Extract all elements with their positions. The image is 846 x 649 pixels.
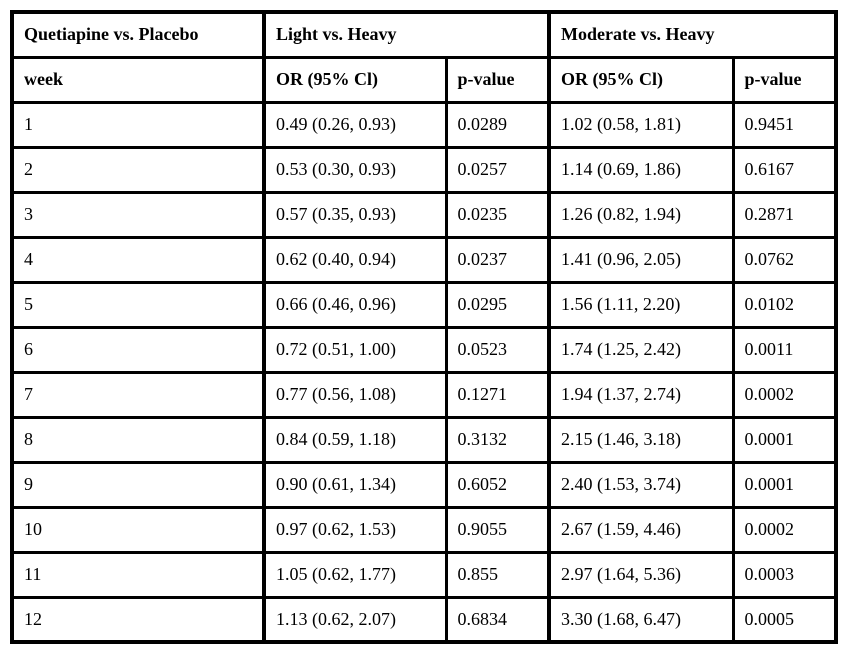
week-cell: 1 xyxy=(10,100,266,149)
table-row: 8 0.84 (0.59, 1.18) 0.3132 2.15 (1.46, 3… xyxy=(10,415,838,464)
week-cell: 8 xyxy=(10,415,266,464)
column-header-row: week OR (95% Cl) p-value OR (95% Cl) p-v… xyxy=(10,55,838,104)
table-row: 2 0.53 (0.30, 0.93) 0.0257 1.14 (0.69, 1… xyxy=(10,145,838,194)
light-or-cell: 1.13 (0.62, 2.07) xyxy=(262,595,448,644)
week-cell: 11 xyxy=(10,550,266,599)
moderate-pvalue-cell: 0.0001 xyxy=(731,415,838,464)
week-cell: 5 xyxy=(10,280,266,329)
table-row: 9 0.90 (0.61, 1.34) 0.6052 2.40 (1.53, 3… xyxy=(10,460,838,509)
moderate-or-cell: 1.74 (1.25, 2.42) xyxy=(547,325,735,374)
week-cell: 12 xyxy=(10,595,266,644)
week-cell: 3 xyxy=(10,190,266,239)
light-or-cell: 0.72 (0.51, 1.00) xyxy=(262,325,448,374)
moderate-or-cell: 2.67 (1.59, 4.46) xyxy=(547,505,735,554)
week-cell: 6 xyxy=(10,325,266,374)
group-header-light-vs-heavy: Light vs. Heavy xyxy=(261,10,551,59)
column-header-moderate-pvalue: p-value xyxy=(731,55,838,104)
light-pvalue-cell: 0.0289 xyxy=(444,100,551,149)
week-cell: 7 xyxy=(10,370,266,419)
light-pvalue-cell: 0.3132 xyxy=(444,415,551,464)
column-header-light-pvalue: p-value xyxy=(444,55,551,104)
moderate-pvalue-cell: 0.6167 xyxy=(731,145,838,194)
odds-ratio-results-table: Quetiapine vs. Placebo Light vs. Heavy M… xyxy=(10,10,839,644)
table-row: 4 0.62 (0.40, 0.94) 0.0237 1.41 (0.96, 2… xyxy=(10,235,838,284)
moderate-or-cell: 2.15 (1.46, 3.18) xyxy=(547,415,735,464)
moderate-pvalue-cell: 0.0002 xyxy=(731,505,838,554)
table-row: 11 1.05 (0.62, 1.77) 0.855 2.97 (1.64, 5… xyxy=(10,550,838,599)
table-title-cell: Quetiapine vs. Placebo xyxy=(10,10,266,59)
light-or-cell: 0.49 (0.26, 0.93) xyxy=(262,100,448,149)
moderate-or-cell: 1.02 (0.58, 1.81) xyxy=(547,100,735,149)
moderate-pvalue-cell: 0.0003 xyxy=(731,550,838,599)
light-or-cell: 0.62 (0.40, 0.94) xyxy=(262,235,448,284)
light-pvalue-cell: 0.6052 xyxy=(444,460,551,509)
table-row: 7 0.77 (0.56, 1.08) 0.1271 1.94 (1.37, 2… xyxy=(10,370,838,419)
light-or-cell: 0.53 (0.30, 0.93) xyxy=(262,145,448,194)
light-pvalue-cell: 0.0523 xyxy=(444,325,551,374)
group-header-moderate-vs-heavy: Moderate vs. Heavy xyxy=(547,10,838,59)
light-or-cell: 0.97 (0.62, 1.53) xyxy=(262,505,448,554)
moderate-or-cell: 1.56 (1.11, 2.20) xyxy=(547,280,735,329)
table-row: 12 1.13 (0.62, 2.07) 0.6834 3.30 (1.68, … xyxy=(10,595,838,644)
light-or-cell: 1.05 (0.62, 1.77) xyxy=(262,550,448,599)
moderate-pvalue-cell: 0.0001 xyxy=(731,460,838,509)
table-row: 5 0.66 (0.46, 0.96) 0.0295 1.56 (1.11, 2… xyxy=(10,280,838,329)
moderate-pvalue-cell: 0.0102 xyxy=(731,280,838,329)
column-header-light-or: OR (95% Cl) xyxy=(262,55,448,104)
moderate-pvalue-cell: 0.0005 xyxy=(731,595,838,644)
moderate-or-cell: 3.30 (1.68, 6.47) xyxy=(547,595,735,644)
light-or-cell: 0.66 (0.46, 0.96) xyxy=(262,280,448,329)
week-cell: 4 xyxy=(10,235,266,284)
week-cell: 10 xyxy=(10,505,266,554)
table-row: 3 0.57 (0.35, 0.93) 0.0235 1.26 (0.82, 1… xyxy=(10,190,838,239)
moderate-pvalue-cell: 0.0002 xyxy=(731,370,838,419)
moderate-pvalue-cell: 0.0762 xyxy=(731,235,838,284)
light-pvalue-cell: 0.9055 xyxy=(444,505,551,554)
light-or-cell: 0.77 (0.56, 1.08) xyxy=(262,370,448,419)
column-header-week: week xyxy=(10,55,266,104)
moderate-pvalue-cell: 0.0011 xyxy=(731,325,838,374)
table-row: 10 0.97 (0.62, 1.53) 0.9055 2.67 (1.59, … xyxy=(10,505,838,554)
light-or-cell: 0.90 (0.61, 1.34) xyxy=(262,460,448,509)
light-pvalue-cell: 0.855 xyxy=(444,550,551,599)
week-cell: 9 xyxy=(10,460,266,509)
light-pvalue-cell: 0.0295 xyxy=(444,280,551,329)
light-or-cell: 0.57 (0.35, 0.93) xyxy=(262,190,448,239)
moderate-or-cell: 2.40 (1.53, 3.74) xyxy=(547,460,735,509)
moderate-or-cell: 1.41 (0.96, 2.05) xyxy=(547,235,735,284)
light-pvalue-cell: 0.0235 xyxy=(444,190,551,239)
light-or-cell: 0.84 (0.59, 1.18) xyxy=(262,415,448,464)
moderate-or-cell: 1.94 (1.37, 2.74) xyxy=(547,370,735,419)
table-row: 1 0.49 (0.26, 0.93) 0.0289 1.02 (0.58, 1… xyxy=(10,100,838,149)
table-row: 6 0.72 (0.51, 1.00) 0.0523 1.74 (1.25, 2… xyxy=(10,325,838,374)
moderate-pvalue-cell: 0.9451 xyxy=(731,100,838,149)
light-pvalue-cell: 0.0237 xyxy=(444,235,551,284)
moderate-or-cell: 1.26 (0.82, 1.94) xyxy=(547,190,735,239)
moderate-or-cell: 2.97 (1.64, 5.36) xyxy=(547,550,735,599)
light-pvalue-cell: 0.0257 xyxy=(444,145,551,194)
column-header-moderate-or: OR (95% Cl) xyxy=(547,55,735,104)
moderate-pvalue-cell: 0.2871 xyxy=(731,190,838,239)
moderate-or-cell: 1.14 (0.69, 1.86) xyxy=(547,145,735,194)
light-pvalue-cell: 0.1271 xyxy=(444,370,551,419)
light-pvalue-cell: 0.6834 xyxy=(444,595,551,644)
week-cell: 2 xyxy=(10,145,266,194)
group-header-row: Quetiapine vs. Placebo Light vs. Heavy M… xyxy=(10,10,838,59)
